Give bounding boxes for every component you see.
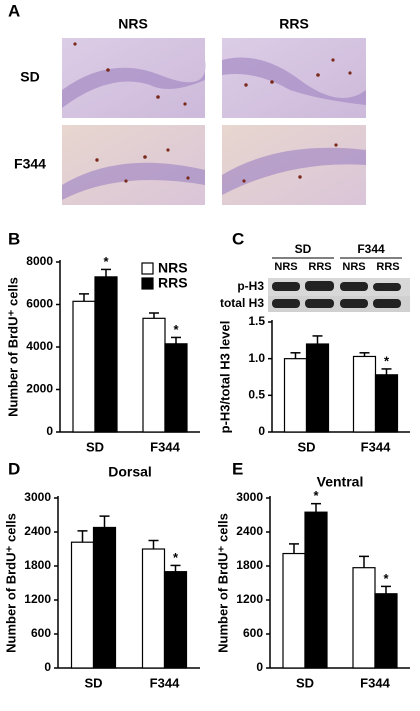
significance-marker: * xyxy=(384,353,390,368)
y-axis-label: p-H3/total H3 level xyxy=(217,321,232,434)
y-tick-label: 4000 xyxy=(26,339,53,353)
blot-lane-label: NRS xyxy=(342,261,365,273)
chart-title: Dorsal xyxy=(108,464,152,480)
panel-label: C xyxy=(232,229,244,248)
panel-label: D xyxy=(8,459,20,478)
y-tick-label: 2400 xyxy=(236,524,263,538)
bar xyxy=(282,552,306,669)
bar xyxy=(92,526,117,669)
legend-label: RRS xyxy=(158,275,188,291)
y-tick-label: 1200 xyxy=(236,592,263,606)
bar xyxy=(305,343,330,433)
x-tick-label: SD xyxy=(296,675,314,690)
bar xyxy=(374,374,399,433)
bar xyxy=(70,541,95,669)
panel-label: E xyxy=(232,459,243,478)
significance-marker: * xyxy=(173,322,179,337)
panel-label: A xyxy=(8,1,20,20)
bar xyxy=(72,300,96,433)
x-tick-label: SD xyxy=(297,439,315,454)
chart-title: Ventral xyxy=(317,474,364,490)
bar xyxy=(163,571,188,669)
y-axis-label: Number of BrdU⁺ cells xyxy=(215,513,230,653)
y-tick-label: 0 xyxy=(256,660,263,674)
blot-lane-label: NRS xyxy=(274,261,297,273)
blot xyxy=(268,257,410,312)
blot-group-label: F344 xyxy=(357,242,385,256)
bar xyxy=(94,276,118,433)
y-tick-label: 8000 xyxy=(26,254,53,268)
y-tick-label: 1200 xyxy=(24,592,51,606)
y-tick-label: 1.0 xyxy=(248,351,265,365)
significance-marker: * xyxy=(103,254,109,269)
column-label: RRS xyxy=(279,16,309,32)
significance-marker: * xyxy=(383,571,389,586)
y-tick-label: 3000 xyxy=(24,490,51,504)
row-label: F344 xyxy=(14,156,46,172)
bar xyxy=(164,343,188,433)
significance-marker: * xyxy=(313,488,319,503)
blot-row-label: p-H3 xyxy=(237,279,264,293)
x-tick-label: SD xyxy=(86,439,104,454)
x-tick-label: F344 xyxy=(361,439,391,454)
blot-row-label: total H3 xyxy=(220,296,264,310)
column-label: NRS xyxy=(118,16,148,32)
y-tick-label: 600 xyxy=(31,626,51,640)
legend-label: NRS xyxy=(158,260,188,276)
bar xyxy=(142,317,166,433)
legend-swatch xyxy=(141,262,154,275)
bar xyxy=(352,355,377,433)
y-tick-label: 3000 xyxy=(236,490,263,504)
y-axis-label: Number of BrdU⁺ cells xyxy=(5,277,20,417)
bar xyxy=(304,511,328,669)
bar xyxy=(352,567,376,669)
y-tick-label: 1800 xyxy=(236,558,263,572)
blot-group-label: SD xyxy=(295,242,312,256)
x-tick-label: F344 xyxy=(360,675,390,690)
y-tick-label: 0 xyxy=(258,424,265,438)
blot-lane-label: RRS xyxy=(308,261,331,273)
blot-lane-label: RRS xyxy=(376,261,399,273)
y-tick-label: 1800 xyxy=(24,558,51,572)
y-axis-label: Number of BrdU⁺ cells xyxy=(3,513,18,653)
y-tick-label: 600 xyxy=(243,626,263,640)
y-tick-label: 0 xyxy=(44,660,51,674)
bar xyxy=(283,358,308,433)
x-tick-label: SD xyxy=(84,675,102,690)
panel-label: B xyxy=(8,229,20,248)
bar xyxy=(141,548,166,669)
y-tick-label: 1.5 xyxy=(248,314,265,328)
y-tick-label: 0.5 xyxy=(248,388,265,402)
x-tick-label: F344 xyxy=(150,675,180,690)
bar xyxy=(374,593,398,669)
row-label: SD xyxy=(20,69,39,85)
y-tick-label: 6000 xyxy=(26,297,53,311)
y-tick-label: 2000 xyxy=(26,382,53,396)
legend-swatch xyxy=(141,277,154,290)
y-tick-label: 2400 xyxy=(24,524,51,538)
x-tick-label: F344 xyxy=(150,439,180,454)
y-tick-label: 0 xyxy=(46,424,53,438)
significance-marker: * xyxy=(173,550,179,565)
micrographs xyxy=(62,38,366,205)
